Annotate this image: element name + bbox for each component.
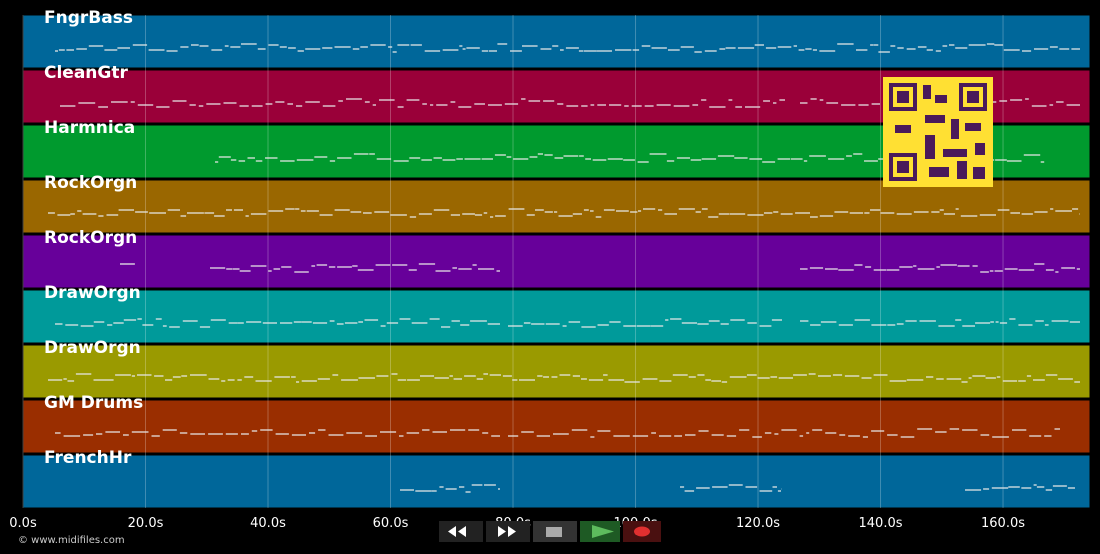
note-trace bbox=[60, 98, 785, 108]
note-trace bbox=[55, 318, 500, 328]
labels: FngrBass CleanGtr Harmnica RockOrgn RockOrgn… bbox=[44, 8, 143, 468]
track-lane bbox=[22, 179, 1091, 234]
tick-label: 140.0s bbox=[859, 516, 903, 531]
tick-label: 60.0s bbox=[373, 516, 409, 531]
tick-label: 120.0s bbox=[736, 516, 780, 531]
note-trace bbox=[680, 484, 782, 492]
track-name: GM Drums bbox=[44, 393, 143, 413]
copyright: © www.midifiles.com bbox=[18, 535, 125, 546]
track-lane bbox=[22, 289, 1091, 344]
fast-forward-button[interactable] bbox=[486, 521, 530, 542]
qr-code bbox=[883, 77, 993, 187]
grid bbox=[22, 15, 1004, 508]
tick-label: 20.0s bbox=[128, 516, 164, 531]
stop-button[interactable] bbox=[533, 521, 577, 542]
note-trace bbox=[400, 484, 500, 493]
tick-label: 40.0s bbox=[250, 516, 286, 531]
track-lane bbox=[22, 344, 1091, 399]
track-name: FngrBass bbox=[44, 8, 133, 28]
track-name: FrenchHr bbox=[44, 448, 132, 468]
record-button[interactable] bbox=[623, 521, 661, 542]
track-name: DrawOrgn bbox=[44, 338, 141, 358]
track-name: RockOrgn bbox=[44, 228, 137, 248]
track-lane bbox=[22, 234, 1091, 289]
note-trace bbox=[508, 428, 1060, 438]
note-trace bbox=[800, 318, 1080, 327]
track-name: CleanGtr bbox=[44, 63, 128, 83]
play-button[interactable] bbox=[580, 521, 620, 542]
note-trace bbox=[210, 263, 500, 273]
tick-label: 160.0s bbox=[981, 516, 1025, 531]
tick-label: 0.0s bbox=[9, 516, 37, 531]
note-trace bbox=[55, 43, 1080, 53]
track-name: Harmnica bbox=[44, 118, 135, 138]
transport bbox=[439, 521, 661, 542]
track-lane bbox=[22, 399, 1091, 454]
note-trace bbox=[48, 373, 1080, 383]
track-lane bbox=[22, 14, 1091, 69]
rewind-button[interactable] bbox=[439, 521, 483, 542]
note-trace bbox=[965, 484, 1075, 491]
track-name: RockOrgn bbox=[44, 173, 137, 193]
note-trace bbox=[48, 208, 1080, 218]
note-trace bbox=[55, 429, 500, 437]
note-trace bbox=[508, 318, 782, 328]
track-lane bbox=[22, 454, 1091, 509]
track-name: DrawOrgn bbox=[44, 283, 141, 303]
notes bbox=[48, 43, 1080, 493]
note-trace bbox=[800, 263, 1080, 273]
